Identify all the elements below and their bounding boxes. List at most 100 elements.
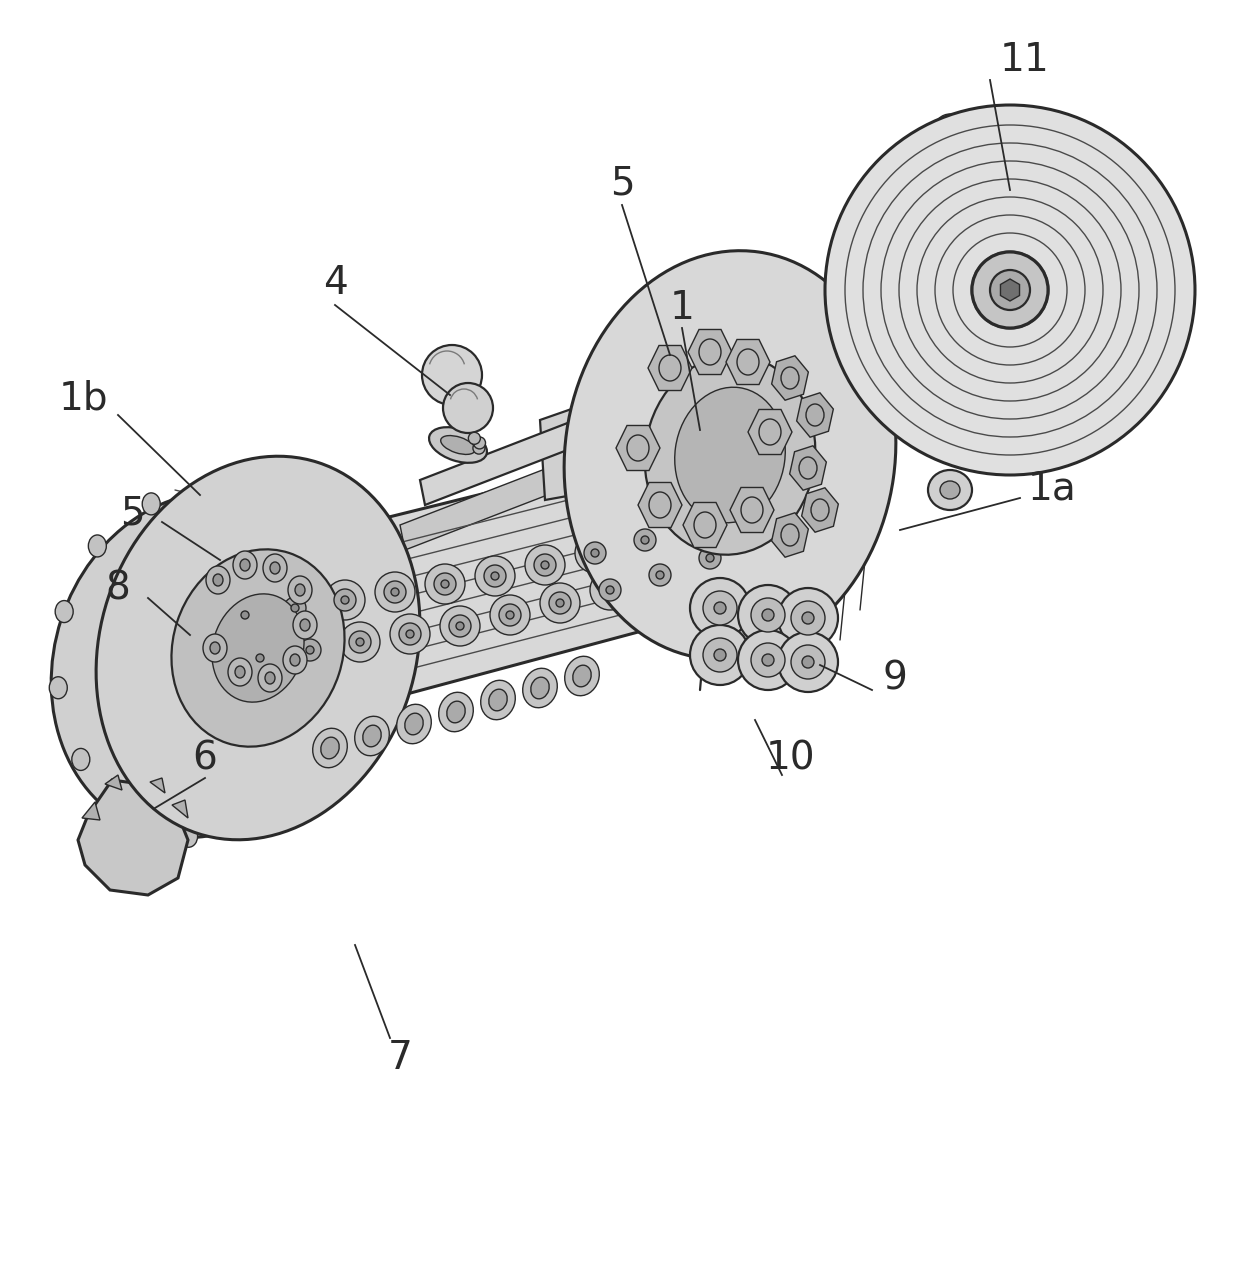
Ellipse shape (275, 589, 315, 629)
Text: 6: 6 (192, 739, 217, 777)
Ellipse shape (825, 106, 1195, 475)
Ellipse shape (312, 728, 347, 768)
Ellipse shape (363, 725, 381, 747)
Ellipse shape (675, 388, 785, 523)
Ellipse shape (399, 623, 422, 645)
Ellipse shape (656, 571, 663, 580)
Ellipse shape (293, 611, 317, 639)
Ellipse shape (55, 600, 73, 622)
Ellipse shape (591, 549, 599, 556)
Ellipse shape (645, 355, 816, 555)
Ellipse shape (290, 630, 330, 670)
Polygon shape (683, 502, 727, 547)
Ellipse shape (934, 330, 966, 362)
Ellipse shape (498, 604, 521, 626)
Ellipse shape (534, 554, 556, 576)
Ellipse shape (684, 511, 706, 533)
Ellipse shape (295, 583, 305, 596)
Ellipse shape (934, 115, 966, 146)
Ellipse shape (233, 551, 257, 580)
Ellipse shape (51, 492, 353, 837)
Polygon shape (748, 410, 792, 455)
Polygon shape (195, 444, 765, 728)
Ellipse shape (300, 620, 310, 631)
Ellipse shape (934, 294, 966, 326)
Ellipse shape (763, 609, 774, 621)
Ellipse shape (738, 630, 799, 690)
Ellipse shape (706, 554, 714, 562)
Ellipse shape (341, 596, 348, 604)
Ellipse shape (425, 564, 465, 604)
Ellipse shape (212, 594, 304, 702)
Polygon shape (730, 487, 774, 532)
Ellipse shape (714, 649, 725, 661)
Ellipse shape (714, 601, 725, 614)
Ellipse shape (283, 647, 308, 674)
Text: 5: 5 (120, 495, 144, 532)
Polygon shape (616, 425, 660, 470)
Ellipse shape (599, 580, 621, 601)
Text: 4: 4 (322, 264, 347, 301)
Text: 7: 7 (388, 1039, 413, 1077)
Ellipse shape (181, 641, 222, 689)
Ellipse shape (634, 529, 656, 551)
Ellipse shape (777, 632, 838, 692)
Polygon shape (680, 535, 861, 638)
Ellipse shape (440, 435, 475, 455)
Ellipse shape (491, 572, 498, 580)
Ellipse shape (298, 773, 315, 795)
Ellipse shape (268, 506, 285, 528)
Ellipse shape (549, 592, 570, 614)
Ellipse shape (590, 571, 630, 611)
Ellipse shape (171, 550, 345, 747)
Ellipse shape (422, 345, 482, 404)
Ellipse shape (490, 595, 529, 635)
Polygon shape (790, 446, 826, 491)
Ellipse shape (738, 585, 799, 645)
Text: 1b: 1b (58, 379, 108, 417)
Ellipse shape (151, 608, 253, 723)
Ellipse shape (291, 604, 299, 612)
Ellipse shape (934, 402, 966, 434)
Ellipse shape (340, 622, 379, 662)
Ellipse shape (290, 654, 300, 666)
Ellipse shape (72, 748, 89, 770)
Ellipse shape (475, 556, 515, 596)
Ellipse shape (270, 562, 280, 574)
Ellipse shape (791, 645, 825, 679)
Ellipse shape (234, 604, 255, 626)
Ellipse shape (446, 701, 465, 723)
Ellipse shape (391, 589, 399, 596)
Polygon shape (401, 355, 844, 550)
Ellipse shape (472, 442, 485, 455)
Ellipse shape (934, 366, 966, 398)
Ellipse shape (699, 547, 720, 569)
Ellipse shape (575, 533, 615, 573)
Ellipse shape (203, 634, 227, 662)
Polygon shape (825, 272, 950, 308)
Text: 11: 11 (1001, 41, 1050, 79)
Ellipse shape (210, 641, 219, 654)
Ellipse shape (484, 565, 506, 587)
Polygon shape (539, 305, 880, 500)
Ellipse shape (180, 826, 197, 848)
Ellipse shape (288, 576, 312, 604)
Ellipse shape (606, 586, 614, 594)
Polygon shape (796, 393, 833, 437)
Ellipse shape (934, 222, 966, 254)
Ellipse shape (564, 251, 895, 659)
Ellipse shape (802, 656, 813, 668)
Ellipse shape (384, 581, 405, 603)
Polygon shape (856, 231, 870, 370)
Ellipse shape (88, 535, 107, 556)
Ellipse shape (337, 631, 355, 653)
Ellipse shape (434, 573, 456, 595)
Text: 8: 8 (105, 569, 130, 607)
Ellipse shape (506, 611, 515, 620)
Ellipse shape (355, 716, 389, 756)
Ellipse shape (50, 676, 67, 699)
Ellipse shape (243, 815, 262, 837)
Ellipse shape (640, 555, 680, 595)
Ellipse shape (564, 657, 599, 696)
Ellipse shape (404, 714, 423, 735)
